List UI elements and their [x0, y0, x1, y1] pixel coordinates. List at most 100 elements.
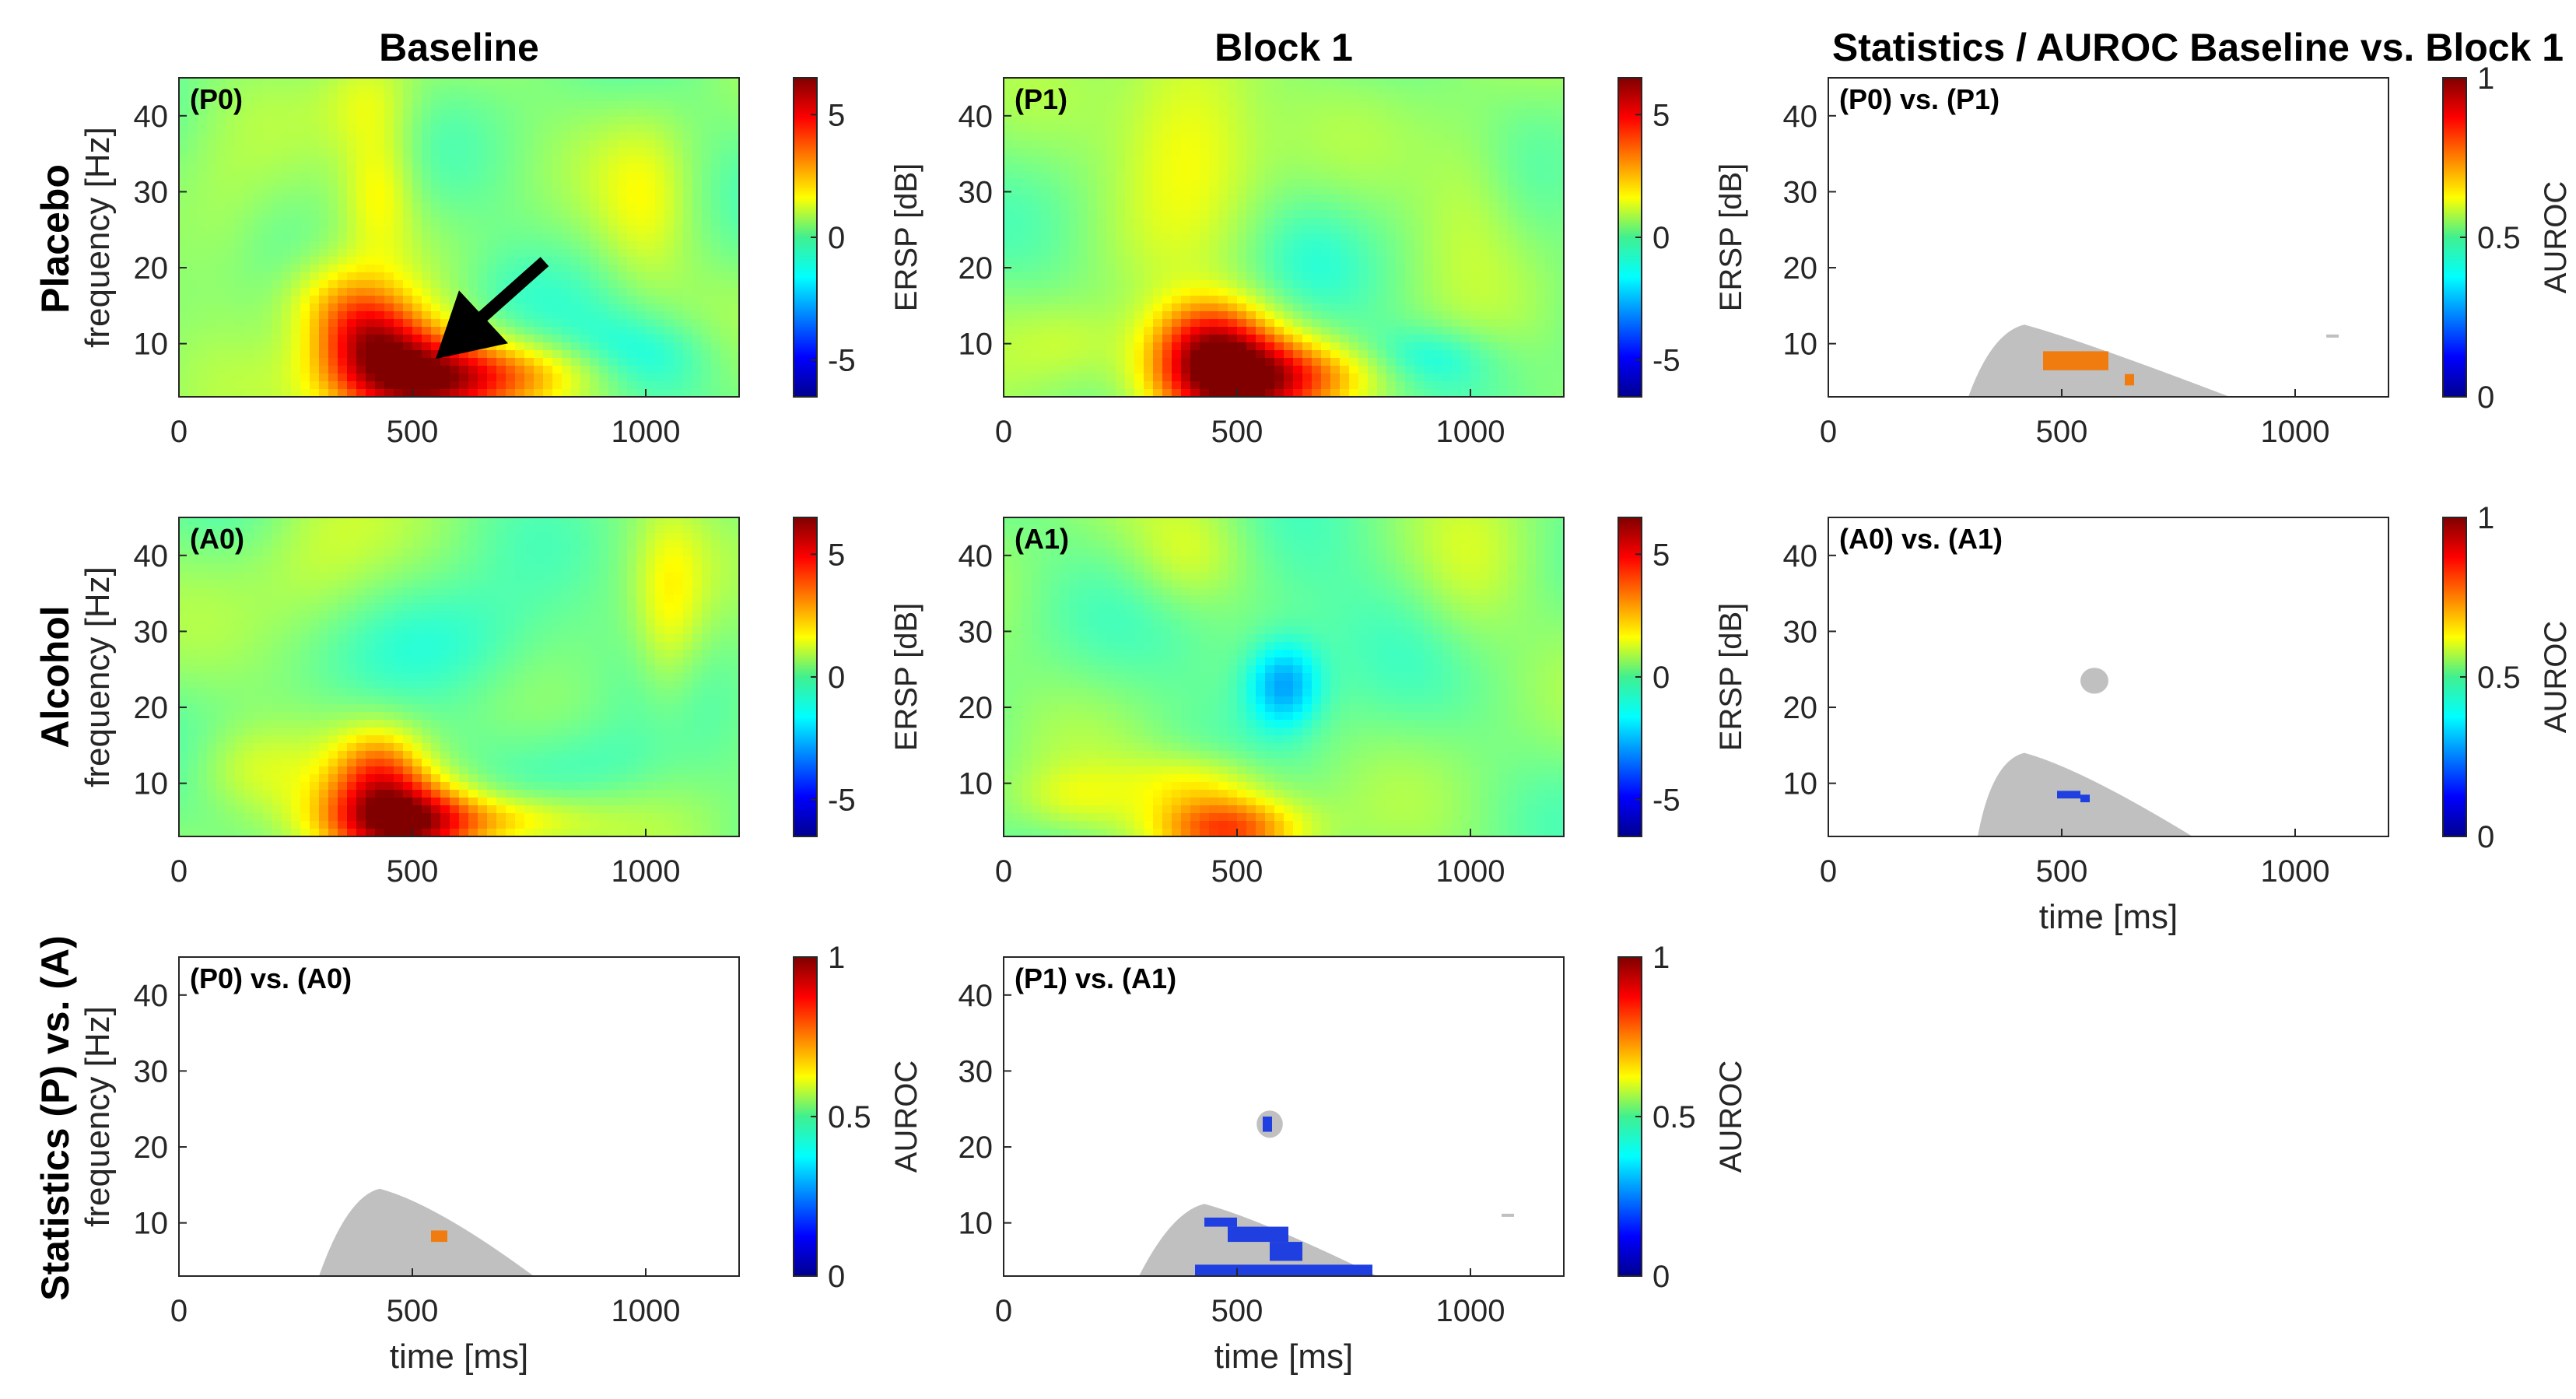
heatmap-cell — [226, 132, 236, 141]
heatmap-cell — [207, 101, 217, 110]
heatmap-cell — [683, 288, 693, 296]
heatmap-cell — [216, 109, 226, 117]
heatmap-cell — [459, 366, 469, 374]
heatmap-cell — [207, 86, 217, 94]
heatmap-cell — [300, 78, 310, 86]
heatmap-cell — [1414, 233, 1425, 242]
heatmap-cell — [403, 350, 413, 359]
heatmap-cell — [543, 350, 553, 359]
heatmap-cell — [1405, 210, 1415, 219]
heatmap-cell — [1181, 296, 1191, 304]
heatmap-cell — [1517, 389, 1527, 398]
heatmap-cell — [702, 233, 712, 242]
heatmap-cell — [263, 202, 273, 211]
heatmap-cell — [1050, 78, 1060, 86]
heatmap-cell — [590, 156, 600, 164]
heatmap-cell — [1218, 389, 1228, 398]
heatmap-cell — [618, 249, 628, 258]
heatmap-cell — [1256, 132, 1266, 141]
heatmap-cell — [515, 117, 525, 125]
heatmap-cell — [636, 78, 647, 86]
heatmap-cell — [1386, 272, 1397, 281]
heatmap-cell — [1368, 195, 1378, 203]
heatmap-cell — [1116, 389, 1126, 398]
heatmap-cell — [711, 163, 721, 172]
heatmap-cell — [244, 226, 254, 234]
heatmap-cell — [1284, 210, 1294, 219]
heatmap-cell — [198, 303, 208, 312]
heatmap-cell — [431, 163, 441, 172]
heatmap-cell — [263, 171, 273, 180]
heatmap-cell — [394, 303, 404, 312]
heatmap-cell — [720, 163, 731, 172]
heatmap-cell — [1013, 117, 1023, 125]
heatmap-cell — [730, 187, 740, 195]
heatmap-cell — [1480, 389, 1490, 398]
heatmap-cell — [300, 241, 310, 250]
heatmap-cell — [1414, 156, 1425, 164]
heatmap-cell — [1013, 187, 1023, 195]
heatmap-cell — [1517, 93, 1527, 102]
heatmap-cell — [562, 249, 572, 258]
heatmap-cell — [291, 319, 301, 328]
heatmap-cell — [496, 319, 506, 328]
heatmap-cell — [1078, 358, 1088, 366]
heatmap-cell — [1153, 132, 1163, 141]
heatmap-cell — [599, 148, 609, 156]
heatmap-cell — [1302, 226, 1313, 234]
heatmap-cell — [543, 272, 553, 281]
heatmap-cell — [459, 117, 469, 125]
heatmap-cell — [244, 373, 254, 382]
heatmap-cell — [440, 280, 450, 289]
heatmap-cell — [580, 78, 591, 86]
heatmap-cell — [1442, 350, 1453, 359]
heatmap-cell — [375, 218, 385, 226]
heatmap-cell — [1106, 93, 1116, 102]
heatmap-cell — [1386, 342, 1397, 351]
heatmap-cell — [543, 389, 553, 398]
heatmap-cell — [450, 226, 460, 234]
heatmap-cell — [366, 132, 376, 141]
heatmap-cell — [1153, 389, 1163, 398]
heatmap-cell — [1368, 342, 1378, 351]
heatmap-cell — [1396, 366, 1406, 374]
heatmap-cell — [692, 366, 703, 374]
heatmap-cell — [1032, 233, 1042, 242]
heatmap-cell — [338, 381, 348, 390]
heatmap-cell — [1209, 319, 1219, 328]
heatmap-cell — [1050, 179, 1060, 188]
heatmap-cell — [524, 303, 534, 312]
heatmap-cell — [412, 109, 422, 117]
heatmap-cell — [1125, 265, 1135, 273]
heatmap-cell — [478, 226, 488, 234]
heatmap-cell — [562, 389, 572, 398]
heatmap-cell — [198, 148, 208, 156]
heatmap-cell — [1545, 366, 1555, 374]
heatmap-cell — [506, 148, 516, 156]
heatmap-cell — [412, 280, 422, 289]
heatmap-cell — [562, 272, 572, 281]
heatmap-cell — [1246, 148, 1256, 156]
heatmap-cell — [440, 389, 450, 398]
heatmap-cell — [1508, 335, 1518, 343]
heatmap-cell — [1256, 179, 1266, 188]
heatmap-cell — [1321, 389, 1331, 398]
heatmap-cell — [599, 132, 609, 141]
heatmap-cell — [440, 249, 450, 258]
heatmap-cell — [618, 288, 628, 296]
heatmap-cell — [226, 86, 236, 94]
heatmap-cell — [319, 210, 329, 219]
heatmap-cell — [608, 389, 619, 398]
heatmap-cell — [1050, 117, 1060, 125]
heatmap-cell — [664, 233, 675, 242]
heatmap-cell — [431, 109, 441, 117]
heatmap-cell — [1480, 265, 1490, 273]
heatmap-cell — [1078, 288, 1088, 296]
heatmap-cell — [636, 257, 647, 265]
heatmap-cell — [375, 156, 385, 164]
heatmap-cell — [664, 93, 675, 102]
heatmap-cell — [1508, 319, 1518, 328]
heatmap-cell — [1228, 296, 1238, 304]
heatmap-cell — [207, 288, 217, 296]
heatmap-cell — [440, 78, 450, 86]
